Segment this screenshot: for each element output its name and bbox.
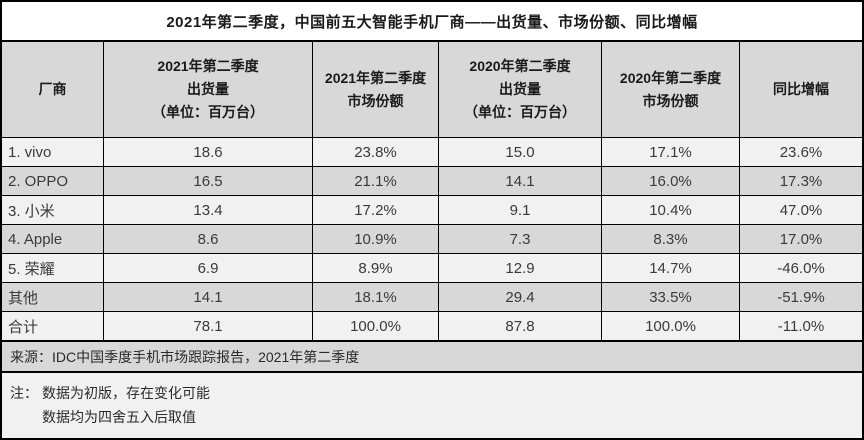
q2-2020-share-cell: 33.5% (602, 283, 740, 311)
yoy-growth-cell: 17.3% (779, 172, 823, 190)
header-line: 同比增幅 (773, 81, 829, 97)
source-text: 来源：IDC中国季度手机市场跟踪报告，2021年第二季度 (10, 348, 360, 365)
yoy-growth-cell: 17.0% (779, 230, 823, 248)
q2-2020-share-cell: 10.4% (602, 196, 740, 224)
header-line: 市场份额 (347, 92, 404, 109)
note-line: 数据均为四舍五入后取值 (42, 409, 196, 425)
q2-2021-share-cell: 17.2% (313, 196, 439, 224)
q2-2020-shipments-cell: 12.9 (439, 254, 602, 282)
vendor-cell: 其他 (2, 283, 104, 311)
q2-2021-share-cell: 10.9% (313, 225, 439, 253)
q2-2021-shipments-cell: 6.9 (104, 254, 313, 282)
yoy-growth-cell: -11.0% (777, 317, 825, 335)
header-2020-share: 2020年第二季度 市场份额 (602, 42, 740, 137)
q2-2021-shipments-cell: 18.6 (104, 138, 313, 166)
vendor-cell: 5. 荣耀 (2, 254, 104, 282)
table-header-row: 厂商 2021年第二季度 出货量 （单位：百万台） 2021年第二季度 市场份额… (2, 42, 862, 138)
table-row-vivo: 1. vivo 18.6 23.8% 15.0 17.1% 23.6% (2, 138, 862, 167)
yoy-growth-cell: -51.9% (777, 288, 825, 306)
yoy-growth-cell: 47.0% (779, 201, 823, 219)
vendor-cell: 2. OPPO (2, 167, 104, 195)
q2-2020-shipments-cell: 87.8 (439, 312, 602, 340)
header-line: 出货量 (499, 81, 541, 97)
note-line: 数据为初版，存在变化可能 (42, 385, 210, 401)
table-row-apple: 4. Apple 8.6 10.9% 7.3 8.3% 17.0% (2, 225, 862, 254)
q2-2020-shipments-cell: 7.3 (439, 225, 602, 253)
table-row-others: 其他 14.1 18.1% 29.4 33.5% -51.9% (2, 283, 862, 312)
header-line: 2021年第二季度 (324, 69, 427, 86)
q2-2020-shipments-cell: 9.1 (439, 196, 602, 224)
header-2021-shipments: 2021年第二季度 出货量 （单位：百万台） (104, 42, 313, 137)
yoy-growth-cell: 23.6% (779, 143, 823, 161)
header-line: 2020年第二季度 (619, 69, 722, 86)
notes-row: 注： 数据为初版，存在变化可能 数据均为四舍五入后取值 (2, 373, 862, 438)
q2-2021-shipments-cell: 78.1 (104, 312, 313, 340)
q2-2020-share-cell: 14.7% (602, 254, 740, 282)
q2-2020-share-cell: 100.0% (602, 312, 740, 340)
q2-2020-share-cell: 8.3% (602, 225, 740, 253)
table-row-total: 合计 78.1 100.0% 87.8 100.0% -11.0% (2, 312, 862, 341)
source-row: 来源：IDC中国季度手机市场跟踪报告，2021年第二季度 (2, 341, 862, 373)
q2-2020-share-cell: 16.0% (602, 167, 740, 195)
q2-2021-share-cell: 100.0% (313, 312, 439, 340)
header-yoy-growth: 同比增幅 (740, 42, 862, 137)
table-row-honor: 5. 荣耀 6.9 8.9% 12.9 14.7% -46.0% (2, 254, 862, 283)
table-row-xiaomi: 3. 小米 13.4 17.2% 9.1 10.4% 47.0% (2, 196, 862, 225)
header-2020-shipments: 2020年第二季度 出货量 （单位：百万台） (439, 42, 602, 137)
vendor-cell: 3. 小米 (2, 196, 104, 224)
header-line: 出货量 (187, 81, 229, 97)
q2-2020-shipments-cell: 29.4 (439, 283, 602, 311)
header-line: （单位：百万台） (464, 104, 576, 120)
table-row-oppo: 2. OPPO 16.5 21.1% 14.1 16.0% 17.3% (2, 167, 862, 196)
header-line: 市场份额 (642, 92, 699, 109)
notes-label: 注： (10, 385, 38, 401)
q2-2021-shipments-cell: 14.1 (104, 283, 313, 311)
vendor-cell: 1. vivo (2, 138, 104, 166)
q2-2021-shipments-cell: 8.6 (104, 225, 313, 253)
q2-2020-shipments-cell: 14.1 (439, 167, 602, 195)
q2-2021-share-cell: 8.9% (313, 254, 439, 282)
q2-2021-share-cell: 18.1% (313, 283, 439, 311)
yoy-growth-cell: -46.0% (777, 259, 825, 277)
header-2021-share: 2021年第二季度 市场份额 (313, 42, 439, 137)
header-line: 2020年第二季度 (469, 58, 571, 74)
header-line: 2021年第二季度 (157, 58, 259, 74)
q2-2021-shipments-cell: 16.5 (104, 167, 313, 195)
header-vendor: 厂商 (2, 42, 104, 137)
q2-2021-share-cell: 23.8% (313, 138, 439, 166)
vendor-cell: 合计 (2, 312, 104, 340)
header-line: 厂商 (38, 81, 67, 97)
table-title: 2021年第二季度，中国前五大智能手机厂商——出货量、市场份额、同比增幅 (2, 2, 862, 42)
q2-2021-shipments-cell: 13.4 (104, 196, 313, 224)
vendor-cell: 4. Apple (2, 225, 104, 253)
q2-2020-share-cell: 17.1% (602, 138, 740, 166)
q2-2020-shipments-cell: 15.0 (439, 138, 602, 166)
notes-lines: 数据为初版，存在变化可能 数据均为四舍五入后取值 (42, 381, 210, 429)
header-line: （单位：百万台） (152, 104, 264, 120)
q2-2021-share-cell: 21.1% (313, 167, 439, 195)
